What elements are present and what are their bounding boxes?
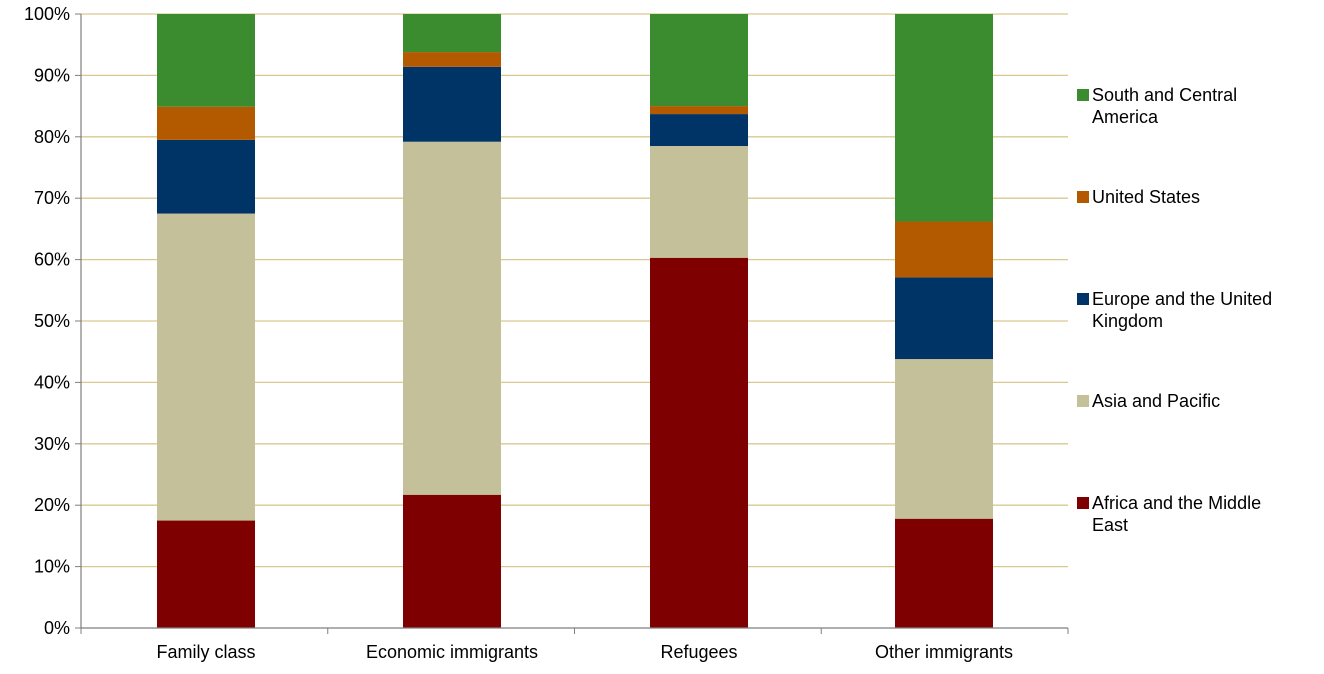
bar-segment — [895, 277, 993, 360]
bar-segment — [403, 66, 501, 142]
legend-swatch — [1077, 497, 1089, 509]
legend-swatch — [1077, 395, 1089, 407]
bar-segment — [157, 213, 255, 521]
legend-label: Europe and the United — [1092, 289, 1272, 309]
legend-swatch — [1077, 191, 1089, 203]
y-tick-label: 40% — [34, 372, 70, 392]
y-tick-label: 100% — [24, 4, 70, 24]
x-tick-label: Economic immigrants — [366, 642, 538, 662]
x-tick-label: Refugees — [660, 642, 737, 662]
y-tick-label: 0% — [44, 618, 70, 638]
bar-segment — [650, 114, 748, 147]
bar-segment — [650, 106, 748, 115]
bar-segment — [895, 518, 993, 628]
bar-segment — [157, 520, 255, 628]
bar-segment — [403, 494, 501, 628]
bar-segment — [403, 52, 501, 67]
legend-label: Africa and the Middle — [1092, 493, 1261, 513]
bar-segment — [650, 257, 748, 628]
legend-item: United States — [1077, 187, 1200, 207]
bar-segment — [403, 14, 501, 53]
y-tick-label: 50% — [34, 311, 70, 331]
legend-label: Kingdom — [1092, 311, 1163, 331]
bar-segment — [650, 14, 748, 107]
legend-label: South and Central — [1092, 85, 1237, 105]
legend-label: United States — [1092, 187, 1200, 207]
y-tick-label: 10% — [34, 557, 70, 577]
bars — [157, 14, 993, 628]
y-tick-label: 90% — [34, 65, 70, 85]
bar-segment — [650, 146, 748, 258]
bar-segment — [403, 141, 501, 495]
y-tick-label: 70% — [34, 188, 70, 208]
x-tick-label: Family class — [156, 642, 255, 662]
axes: 0% 10% 20% 30% 40% 50% 60% 70% 80% 90% 100% Family … — [24, 4, 1069, 662]
legend-swatch — [1077, 293, 1089, 305]
x-tick-label: Other immigrants — [875, 642, 1013, 662]
legend-swatch — [1077, 89, 1089, 101]
y-tick-label: 30% — [34, 434, 70, 454]
bar-segment — [157, 106, 255, 140]
legend-label: Asia and Pacific — [1092, 391, 1220, 411]
legend-label: America — [1092, 107, 1159, 127]
bar-segment — [895, 14, 993, 222]
legend-label: East — [1092, 515, 1128, 535]
legend-item: Asia and Pacific — [1077, 391, 1220, 411]
y-tick-label: 80% — [34, 127, 70, 147]
bar-segment — [157, 14, 255, 107]
bar-segment — [895, 359, 993, 519]
bar-segment — [895, 221, 993, 278]
y-tick-label: 20% — [34, 495, 70, 515]
bar-segment — [157, 139, 255, 214]
y-tick-label: 60% — [34, 250, 70, 270]
